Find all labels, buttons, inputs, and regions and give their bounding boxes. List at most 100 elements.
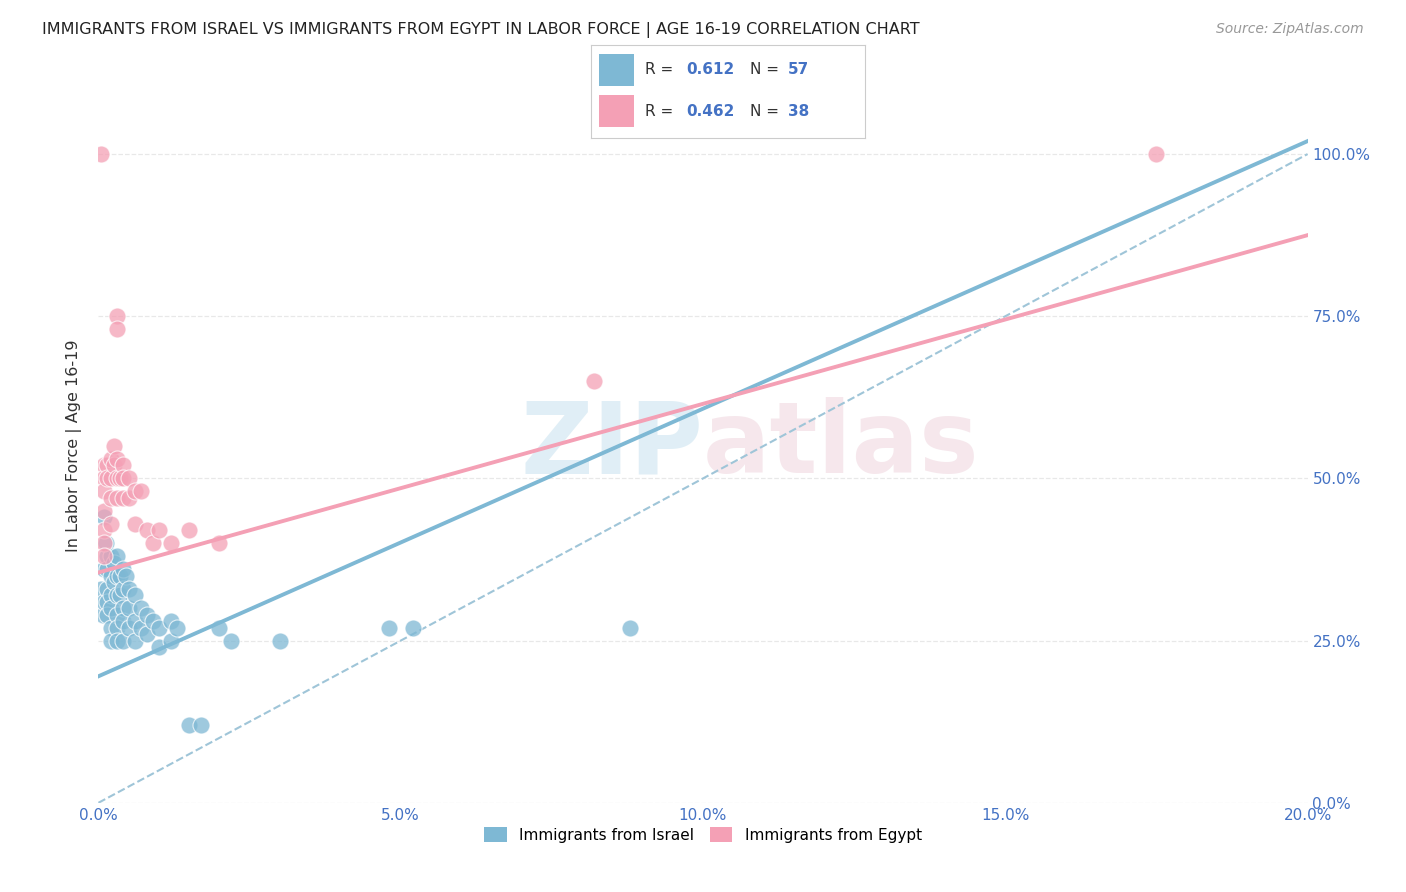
Point (135, 524, 157, 538)
Point (96, 582, 118, 596)
Point (105, 310, 128, 324)
Text: 57: 57 (787, 62, 810, 78)
Point (96, 562, 118, 576)
Point (100, 452, 122, 467)
Point (96, 549, 118, 564)
Point (93, 458, 115, 473)
Point (108, 568, 131, 582)
Text: IMMIGRANTS FROM ISRAEL VS IMMIGRANTS FROM EGYPT IN LABOR FORCE | AGE 16-19 CORRE: IMMIGRANTS FROM ISRAEL VS IMMIGRANTS FRO… (42, 22, 920, 38)
Point (129, 621, 152, 635)
Point (100, 588, 122, 602)
Point (111, 562, 134, 576)
Point (105, 621, 128, 635)
Point (90, 582, 112, 596)
Text: atlas: atlas (703, 398, 980, 494)
Legend: Immigrants from Israel, Immigrants from Egypt: Immigrants from Israel, Immigrants from … (478, 821, 928, 848)
Point (111, 601, 134, 615)
Point (124, 614, 146, 628)
Point (114, 568, 136, 582)
Point (105, 452, 128, 467)
Point (179, 718, 201, 732)
Text: R =: R = (645, 62, 679, 78)
Point (111, 471, 134, 485)
Point (96, 595, 118, 609)
Point (103, 575, 125, 590)
Point (103, 556, 125, 570)
Point (100, 601, 122, 615)
Point (100, 621, 122, 635)
Y-axis label: In Labor Force | Age 16-19: In Labor Force | Age 16-19 (66, 340, 83, 552)
Point (160, 633, 183, 648)
Point (108, 588, 131, 602)
Point (93, 504, 115, 518)
Text: R =: R = (645, 103, 679, 119)
Point (105, 549, 128, 564)
Point (179, 524, 201, 538)
Point (118, 621, 141, 635)
Point (100, 568, 122, 582)
Text: N =: N = (749, 62, 783, 78)
Point (105, 607, 128, 622)
Point (118, 601, 141, 615)
Point (105, 588, 128, 602)
Point (108, 471, 131, 485)
Point (148, 524, 170, 538)
Point (148, 640, 170, 654)
Point (208, 536, 231, 550)
Point (93, 595, 115, 609)
Point (142, 614, 165, 628)
Point (96, 458, 118, 473)
Point (129, 601, 152, 615)
Point (105, 471, 128, 485)
Point (135, 627, 157, 641)
Point (103, 439, 125, 453)
Point (91, 607, 114, 622)
Point (90, 147, 112, 161)
Point (105, 322, 128, 336)
Point (124, 484, 146, 499)
Point (105, 568, 128, 582)
Point (135, 607, 157, 622)
Point (96, 607, 118, 622)
Bar (599, 54, 634, 86)
Bar (599, 95, 634, 127)
Point (377, 621, 399, 635)
Point (111, 491, 134, 505)
Text: 0.462: 0.462 (686, 103, 735, 119)
Point (100, 549, 122, 564)
Point (100, 471, 122, 485)
Point (142, 536, 165, 550)
Point (93, 524, 115, 538)
Point (93, 471, 115, 485)
Point (111, 633, 134, 648)
Point (100, 491, 122, 505)
Point (111, 458, 134, 473)
Point (111, 614, 134, 628)
Point (103, 458, 125, 473)
Point (166, 621, 188, 635)
Point (148, 621, 170, 635)
Point (100, 516, 122, 531)
Point (124, 588, 146, 602)
Point (208, 621, 231, 635)
Point (118, 471, 141, 485)
Point (93, 562, 115, 576)
Point (583, 374, 606, 388)
Point (160, 614, 183, 628)
Point (190, 718, 212, 732)
Text: ZIP: ZIP (520, 398, 703, 494)
Text: N =: N = (749, 103, 783, 119)
Point (402, 621, 425, 635)
Point (619, 621, 641, 635)
Point (118, 582, 141, 596)
Point (105, 633, 128, 648)
Point (93, 549, 115, 564)
Point (93, 510, 115, 524)
Point (124, 516, 146, 531)
Text: Source: ZipAtlas.com: Source: ZipAtlas.com (1216, 22, 1364, 37)
Point (269, 633, 291, 648)
Text: 38: 38 (787, 103, 810, 119)
Point (160, 536, 183, 550)
Point (118, 491, 141, 505)
Point (94, 536, 117, 550)
